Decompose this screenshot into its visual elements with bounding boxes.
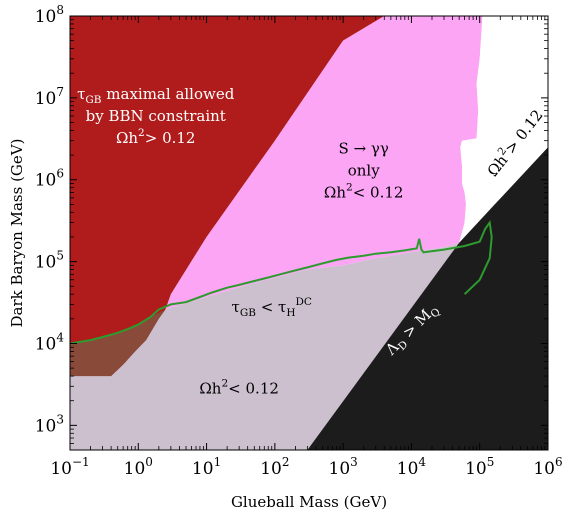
label-grey-allowed-0-line-0: τGB < τHDC: [232, 296, 312, 319]
region-s-to-gg: [165, 16, 483, 310]
region-brown-overlap: [70, 309, 166, 377]
region-grey-allowed: [70, 197, 501, 450]
label-s-to-gg: S → γγ only Ωh2< 0.12: [324, 139, 404, 201]
label-bbn-line-0: τGB maximal allowed: [77, 85, 235, 106]
y-axis-ticks: 103 104 105 106 107 108: [35, 3, 548, 451]
shaded-regions: [70, 16, 548, 450]
y-tick-label-4: 107: [35, 85, 64, 109]
region-black-lambda: [307, 147, 548, 450]
y-tick-label-0: 103: [35, 412, 64, 436]
boundary-line-0: [70, 219, 493, 345]
label-bbn-line-1: by BBN constraint: [86, 107, 226, 125]
x-axis-title: Glueball Mass (GeV): [231, 493, 387, 511]
label-s-to-gg-line-1: only: [348, 161, 380, 179]
region-white-overclosed: [459, 16, 548, 243]
y-tick-label-2: 105: [35, 249, 64, 273]
label-s-to-gg-line-2: Ωh2< 0.12: [324, 181, 404, 201]
label-bbn-line-2: Ωh2> 0.12: [116, 127, 196, 147]
y-tick-label-3: 106: [35, 167, 64, 191]
plot-frame: [69, 15, 549, 451]
label-grey-allowed-1: Ωh2< 0.12: [199, 378, 279, 398]
y-axis-title: Dark Baryon Mass (GeV): [8, 139, 26, 328]
y-tick-label-1: 104: [35, 330, 65, 354]
x-tick-label-2: 101: [192, 455, 221, 479]
boundary-lines: [70, 219, 493, 345]
x-tick-label-1: 100: [124, 455, 153, 479]
y-tick-label-5: 108: [35, 3, 64, 27]
x-axis-ticks: 10−1 100 101 102 103 104 105 106: [50, 16, 563, 479]
region-bbn: [70, 16, 385, 377]
x-tick-label-4: 103: [329, 455, 358, 479]
x-tick-label-7: 106: [533, 455, 562, 479]
x-tick-label-3: 102: [260, 455, 289, 479]
label-grey-allowed-1-line-0: Ωh2< 0.12: [199, 378, 279, 398]
x-tick-label-0: 10−1: [50, 455, 89, 479]
x-tick-label-6: 105: [465, 455, 494, 479]
label-s-to-gg-line-0: S → γγ: [339, 139, 389, 157]
label-grey-allowed-0: τGB < τHDC: [232, 296, 312, 319]
x-tick-label-5: 104: [397, 455, 427, 479]
